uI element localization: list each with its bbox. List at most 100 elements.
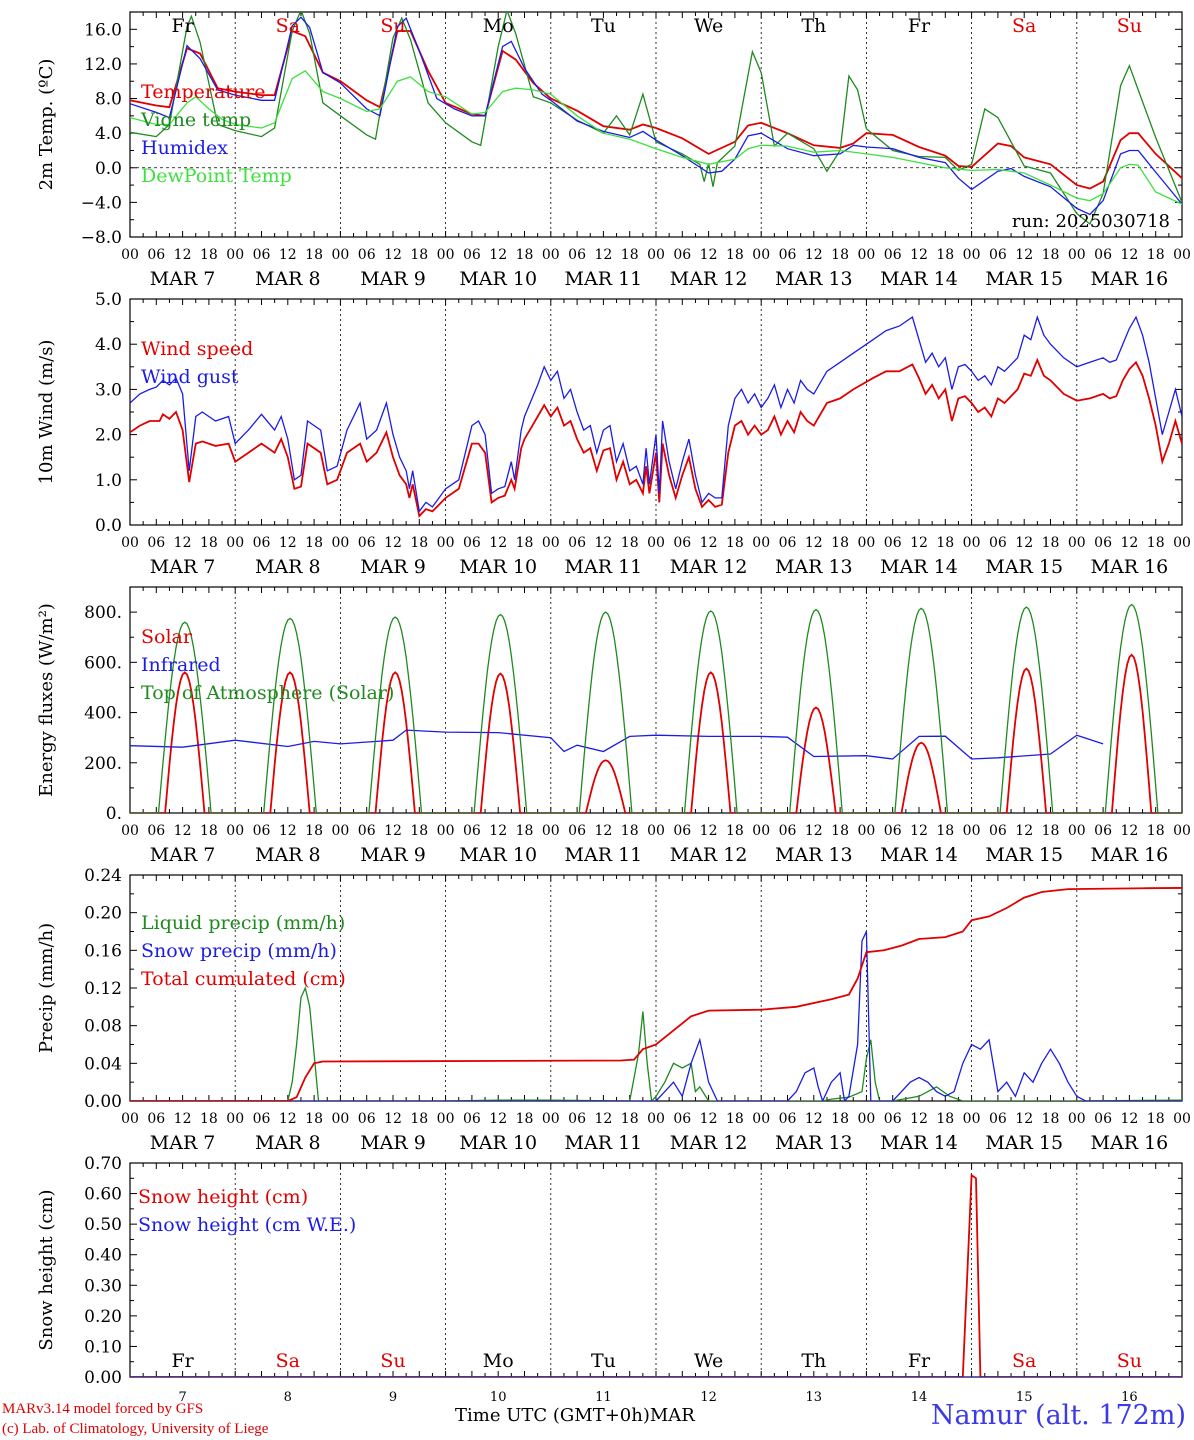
date-label: MAR 12 (670, 844, 748, 866)
hour-tick-label: 00 (542, 1111, 560, 1127)
hour-tick-label: 00 (1173, 823, 1191, 839)
date-label: MAR 15 (985, 1132, 1063, 1154)
hour-tick-label: 00 (857, 247, 875, 263)
day-number-label: 11 (595, 1390, 612, 1405)
day-number-label: 8 (284, 1390, 292, 1405)
hour-tick-label: 18 (516, 535, 534, 551)
date-label: MAR 16 (1091, 1132, 1169, 1154)
series-line-liquid-precip-mm-h- (130, 986, 1182, 1101)
hour-tick-label: 00 (1068, 247, 1086, 263)
hour-tick-label: 00 (857, 1111, 875, 1127)
hour-tick-label: 00 (226, 535, 244, 551)
y-tick-label: 0.04 (84, 1054, 122, 1074)
hour-tick-label: 18 (1042, 1111, 1060, 1127)
hour-tick-label: 06 (779, 823, 797, 839)
series-group (130, 603, 1182, 813)
series-line-vigne-temp (130, 12, 1182, 226)
hour-tick-label: 12 (489, 535, 507, 551)
date-label: MAR 16 (1091, 844, 1169, 866)
hour-tick-label: 18 (410, 247, 428, 263)
hour-tick-label: 06 (463, 247, 481, 263)
hour-tick-label: 18 (936, 247, 954, 263)
day-of-week-label: Mo (483, 1350, 514, 1372)
y-tick-label: 0.50 (84, 1215, 122, 1235)
y-tick-label: 4.0 (95, 124, 122, 144)
y-tick-label: 0.20 (84, 1307, 122, 1327)
day-number-label: 7 (178, 1390, 186, 1405)
hour-tick-label: 18 (936, 823, 954, 839)
credit-line-lab: (c) Lab. of Climatology, University of L… (2, 1421, 269, 1437)
hour-tick-label: 12 (910, 1111, 928, 1127)
hour-tick-label: 06 (253, 535, 271, 551)
hour-tick-label: 06 (463, 1111, 481, 1127)
x-axis-title-text: Time UTC (GMT+0h) (455, 1405, 650, 1426)
hour-tick-label: 06 (568, 823, 586, 839)
hour-tick-label: 06 (673, 247, 691, 263)
series-line-snow-height-cm- (130, 1173, 1182, 1377)
y-tick-label: 0.24 (84, 866, 122, 886)
day-of-week-label: Su (1117, 1350, 1142, 1372)
day-of-week-label: Th (801, 15, 826, 37)
hour-tick-label: 00 (752, 823, 770, 839)
date-label: MAR 15 (985, 844, 1063, 866)
hour-tick-label: 18 (936, 535, 954, 551)
hour-tick-label: 06 (884, 247, 902, 263)
series-line-solar (130, 653, 1182, 813)
hour-tick-label: 12 (910, 535, 928, 551)
hour-tick-label: 12 (700, 823, 718, 839)
day-of-week-label: Tu (591, 15, 616, 37)
hour-tick-label: 06 (989, 1111, 1007, 1127)
day-of-week-label: Tu (591, 1350, 616, 1372)
date-label: MAR 14 (880, 1132, 958, 1154)
hour-tick-label: 18 (726, 247, 744, 263)
hour-tick-label: 12 (279, 247, 297, 263)
y-tick-label: 0.0 (95, 159, 122, 179)
hour-tick-label: 12 (594, 1111, 612, 1127)
day-of-week-label: Fr (171, 1350, 194, 1372)
date-label: MAR 9 (360, 268, 426, 290)
hour-tick-label: 06 (358, 1111, 376, 1127)
y-tick-label: 0.08 (84, 1017, 122, 1037)
hour-tick-label: 00 (226, 1111, 244, 1127)
hour-tick-label: 06 (253, 247, 271, 263)
series-line-dewpoint-temp (130, 69, 1182, 205)
legend-entry-wind-speed: Wind speed (141, 338, 253, 360)
hour-tick-label: 12 (384, 247, 402, 263)
y-tick-label: 0. (106, 804, 122, 824)
date-label: MAR 8 (255, 556, 321, 578)
y-tick-label: 0.00 (84, 1092, 122, 1112)
series-line-snow-precip-mm-h- (130, 931, 1182, 1101)
y-tick-label: 400. (84, 704, 122, 724)
legend-entry-solar: Solar (141, 626, 193, 648)
hour-tick-label: 00 (226, 823, 244, 839)
hour-tick-label: 12 (489, 823, 507, 839)
hour-tick-label: 00 (963, 823, 981, 839)
hour-tick-label: 00 (331, 535, 349, 551)
hour-tick-label: 06 (253, 823, 271, 839)
hour-tick-label: 12 (700, 247, 718, 263)
y-tick-label: 0.70 (84, 1154, 122, 1174)
hour-tick-label: 06 (568, 247, 586, 263)
legend-entry-humidex: Humidex (141, 137, 228, 159)
hour-tick-label: 00 (963, 247, 981, 263)
hour-tick-label: 12 (489, 1111, 507, 1127)
hour-tick-label: 18 (200, 535, 218, 551)
hour-tick-label: 06 (463, 535, 481, 551)
hour-tick-label: 00 (752, 1111, 770, 1127)
hour-tick-label: 12 (1015, 247, 1033, 263)
hour-tick-label: 18 (516, 247, 534, 263)
hour-tick-label: 00 (963, 535, 981, 551)
legend-entry-temperature: Temperature (141, 81, 265, 103)
hour-tick-label: 18 (621, 247, 639, 263)
plot-frame (129, 298, 1183, 526)
date-label: MAR 8 (255, 268, 321, 290)
hour-tick-label: 06 (147, 1111, 165, 1127)
y-tick-label: 0.12 (84, 979, 122, 999)
date-label: MAR 9 (360, 844, 426, 866)
hour-tick-label: 12 (1015, 535, 1033, 551)
hour-tick-label: 18 (410, 1111, 428, 1127)
legend-entry-total-cumulated-cm-: Total cumulated (cm) (141, 968, 346, 990)
hour-tick-label: 18 (1147, 247, 1165, 263)
date-label: MAR 10 (459, 556, 537, 578)
